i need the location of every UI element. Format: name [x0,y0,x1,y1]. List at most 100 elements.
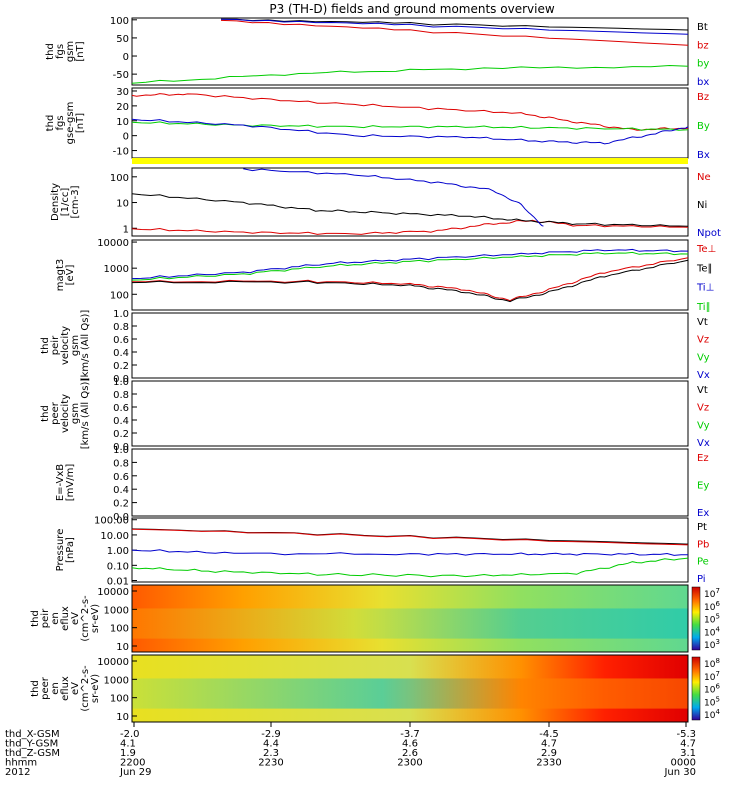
x-row-label: 2012 [5,767,30,778]
colorbar-label: 106 [704,600,720,613]
y-axis-label: Pressure [55,529,66,572]
y-tick-label: 100 [110,694,129,705]
y-tick-label: 0.0 [113,442,129,453]
panel-frame [131,167,689,237]
y-tick-label: 1000 [104,264,129,275]
colorbar-label: 108 [704,657,720,670]
y-axis-label: sr-eV) [90,604,101,633]
x-row-value: 2.9 [541,748,557,759]
y-tick-label: 10 [116,117,129,128]
y-tick-label: 0.4 [113,348,129,359]
y-axis-label: velocity [60,394,71,433]
spectrogram-band [132,608,688,639]
x-row-value: 3.1 [680,748,696,759]
y-axis-label: velocity [60,326,71,365]
y-axis-label: gsm [70,403,81,424]
y-tick-label: 1.0 [113,445,129,456]
x-row-value: 2200 [120,758,145,769]
legend-entry: Ti⊥ [696,283,714,294]
y-tick-label: 0.0 [113,374,129,385]
y-axis-label: [eV] [65,265,76,286]
colorbar-label: 103 [704,638,720,651]
y-axis-label: peer [40,676,51,700]
legend-entry: Te⊥ [696,244,716,255]
y-tick-label: 1 [123,224,129,235]
y-tick-label: 10000 [97,587,129,598]
colorbar-label: 104 [704,708,720,721]
y-tick-label: 50 [116,34,129,45]
y-tick-label: 1000 [104,605,129,616]
y-axis-label: gsm [70,335,81,356]
y-tick-label: 0 [123,132,129,143]
panel-frame [131,87,689,159]
y-axis-label: [km/s (All Qs)] [80,310,91,382]
legend-entry: By [697,121,710,132]
colorbar-label: 107 [704,587,720,600]
series-line-Ne [131,219,689,235]
y-tick-label: -10 [113,147,129,158]
chart-title: P3 (TH-D) fields and ground moments over… [269,2,554,16]
legend-entry: Vz [697,403,709,414]
y-axis-label: eflux [60,676,71,701]
series-line-Te⊥ [131,257,689,302]
panel-peir-velocity: 1.0 0.8 0.6 0.4 0.2 0.0 thd peir velocity gsm [km/… [40,309,710,385]
panel-temperature: 10000 1000 100 magt3 [eV] Te⊥ Te∥ Ti⊥ Ti∥ [55,238,716,313]
x-row-value: 2300 [397,758,422,769]
panel-frame [131,239,689,311]
y-tick-label: 10000 [97,238,129,249]
x-row-value: 4.4 [263,739,279,750]
legend-entry: Vx [697,370,710,381]
panel-fgs-gsm: 100 50 0 -50 thd fgs gsm [nT] Bt bz by bx [45,16,709,88]
x-row-value: -5.3 [676,729,696,740]
series-line-Ti⊥ [131,248,689,280]
y-tick-label: 0.8 [113,458,129,469]
panel-frame [131,584,689,653]
x-row-value: Jun 29 [119,767,152,778]
y-tick-label: 0.2 [113,499,129,510]
x-row-label: hhmm [5,758,37,769]
series-line-Ti∥ [131,251,689,281]
panel-fgs-gse: 30 20 10 0 -10 thd fgs gse-gsm [nT] Bz By Bx [45,87,710,161]
y-axis-label: eflux [60,606,71,631]
series-line-Npot [243,168,544,227]
spectrogram-band [132,678,688,709]
y-axis-label: gsm [65,41,76,62]
legend-entry: Bt [697,22,708,33]
series-line-Bt [221,18,689,31]
y-tick-label: 10000 [97,657,129,668]
y-tick-label: 10 [116,642,129,653]
y-axis-label: peer [50,401,61,425]
legend-entry: Npot [697,228,721,239]
legend-entry: Pt [697,522,707,533]
x-row-value: 4.1 [120,739,136,750]
legend-entry: Ey [697,481,709,492]
legend-entry: Vt [697,385,708,396]
legend-entry: Pi [697,574,706,585]
y-axis-label: sr-eV) [90,674,101,703]
x-row-value: -2.0 [120,729,140,740]
legend-entry: Vy [697,352,710,363]
series-line-Pe [131,557,689,578]
y-tick-label: 0.8 [113,322,129,333]
panel-frame [131,448,689,517]
legend-entry: Vt [697,317,708,328]
y-axis-label: fgs [55,115,66,130]
legend-entry: Ex [697,508,709,519]
legend-entry: bx [697,77,709,88]
legend-entry: Vz [697,335,709,346]
y-tick-label: 100 [110,624,129,635]
x-row-value: -3.7 [400,729,420,740]
colorbar-label: 106 [704,683,720,696]
y-axis-label: E=-VxB [55,464,66,501]
x-row-value: -4.5 [539,729,559,740]
colorbar-label: 104 [704,625,720,638]
x-row-label: thd_Z-GSM [5,748,60,759]
panel-efield: 1.0 0.8 0.6 0.4 0.2 0.0 E=-VxB [mV/m] Ez Ey Ex [55,445,709,523]
y-tick-label: 0.10 [107,561,129,572]
x-axis-labels: thd_X-GSM -2.0 -2.9 -3.7 -4.5 -5.3 thd_Y-GSM 4.… [5,722,696,778]
y-axis-label: thd [30,610,41,627]
series-line-bz [220,19,689,46]
legend-entry: Bx [697,150,710,161]
